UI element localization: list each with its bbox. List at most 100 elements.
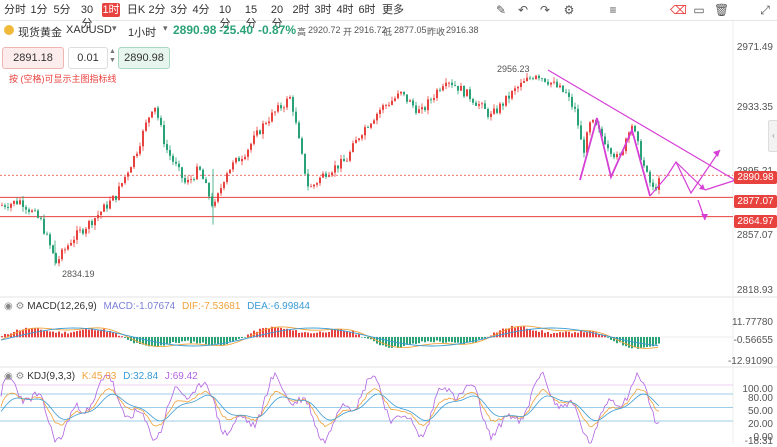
symbol-code[interactable]: XAUUSD (66, 24, 112, 36)
candle-body (34, 210, 36, 211)
candle-body (313, 185, 315, 187)
expand-icon[interactable]: ⤢ (758, 3, 772, 17)
j-label: J: (165, 371, 173, 382)
macd-bar (280, 328, 282, 337)
macd-bar (76, 331, 78, 337)
undo-icon[interactable]: ↶ (516, 3, 530, 17)
candle-body (502, 104, 504, 106)
macd-bar (556, 333, 558, 337)
timeframe-16[interactable]: 更多 (380, 3, 406, 17)
low-annotation: 2834.19 (62, 269, 95, 279)
timeframe-14[interactable]: 4时 (336, 3, 354, 17)
macd-bar (178, 337, 180, 343)
macd-bar (475, 337, 477, 342)
timeframe-11[interactable]: 20分 (266, 3, 288, 17)
period-label[interactable]: 1小时 (128, 24, 156, 40)
candle-body (73, 240, 75, 243)
macd-title[interactable]: MACD(12,26,9) (27, 301, 96, 312)
sell-price-button[interactable]: 2891.18 (2, 47, 64, 69)
timeframe-0[interactable]: 分时 (4, 3, 26, 17)
timeframe-10[interactable]: 15分 (240, 3, 262, 17)
macd-bar (301, 333, 303, 338)
macd-bar (181, 337, 183, 341)
candle-body (580, 125, 582, 139)
settings-icon[interactable]: ⚙ (562, 3, 576, 17)
folder-icon[interactable]: ▭ (692, 3, 706, 17)
trash-icon[interactable]: 🗑 (714, 3, 728, 17)
timeframe-15[interactable]: 6时 (358, 3, 376, 17)
stat-open: 2916.72 (354, 25, 387, 35)
macd-bar (289, 330, 291, 338)
candle-body (496, 109, 498, 113)
kdj-title[interactable]: KDJ(9,3,3) (27, 371, 75, 382)
candle-body (223, 182, 225, 188)
candle-body (214, 202, 216, 206)
timeframe-12[interactable]: 2时 (292, 3, 310, 17)
candle-body (379, 110, 381, 114)
timeframe-2[interactable]: 5分 (52, 3, 72, 17)
period-dropdown-icon[interactable]: ▾ (163, 23, 168, 34)
kdj-eye-icon[interactable]: ◉ (4, 371, 13, 382)
candle-body (343, 159, 345, 161)
price-axis-label: 2971.49 (737, 42, 773, 53)
candle-body (361, 135, 363, 138)
timeframe-6[interactable]: 2分 (148, 3, 166, 17)
candle-body (346, 161, 348, 162)
candle-body (145, 123, 147, 131)
timeframe-5[interactable]: 日K (126, 3, 146, 17)
candle-body (205, 179, 207, 183)
candle-body (589, 122, 591, 132)
lines-icon[interactable]: ≡ (606, 3, 620, 17)
panel-collapse-handle[interactable]: ‹ (768, 120, 777, 152)
macd-bar (355, 335, 357, 338)
macd-bar (643, 337, 645, 347)
timeframe-8[interactable]: 4分 (192, 3, 210, 17)
candle-body (472, 99, 474, 103)
macd-bar (529, 329, 531, 337)
macd-bar (229, 337, 231, 341)
macd-bar (409, 337, 411, 345)
timeframe-7[interactable]: 3分 (170, 3, 188, 17)
price-tag: 2890.98 (734, 171, 777, 184)
symbol-name[interactable]: 现货黄金 (18, 24, 62, 40)
timeframe-3[interactable]: 30分 (76, 3, 98, 17)
candle-body (565, 92, 567, 93)
macd-bar (517, 326, 519, 337)
macd-bar (415, 337, 417, 344)
price-axis-label: 2857.07 (737, 230, 773, 241)
price-tag: 2877.07 (734, 195, 777, 208)
timeframe-9[interactable]: 10分 (214, 3, 236, 17)
macd-bar (448, 337, 450, 342)
timeframe-1[interactable]: 1分 (30, 3, 48, 17)
macd-bar (346, 331, 348, 337)
eraser-icon[interactable]: ⌫ (670, 3, 684, 17)
lot-size-input[interactable]: 0.01 (68, 47, 108, 69)
candle-body (547, 82, 549, 85)
macd-bar (310, 333, 312, 337)
macd-bar (97, 330, 99, 337)
macd-settings-icon[interactable]: ⚙ (16, 301, 25, 312)
candle-body (610, 148, 612, 154)
macd-bar (1, 336, 3, 337)
candle-body (208, 183, 210, 196)
timeframe-4[interactable]: 1时 (102, 3, 120, 17)
symbol-dropdown-icon[interactable]: ▾ (112, 23, 117, 34)
candle-body (439, 90, 441, 91)
candle-body (127, 173, 129, 177)
macd-bar (460, 337, 462, 343)
projection-right (705, 180, 736, 190)
candle-body (118, 186, 120, 200)
kdj-settings-icon[interactable]: ⚙ (16, 371, 25, 382)
lot-stepper[interactable]: ▲▼ (109, 47, 116, 65)
candle-body (130, 167, 132, 173)
buy-price-button[interactable]: 2890.98 (118, 47, 170, 69)
macd-bar (565, 331, 567, 337)
macd-bar (577, 333, 579, 338)
candle-body (295, 112, 297, 123)
redo-icon[interactable]: ↷ (538, 3, 552, 17)
candle-body (148, 117, 150, 122)
pencil-icon[interactable]: ✎ (494, 3, 508, 17)
macd-eye-icon[interactable]: ◉ (4, 301, 13, 312)
timeframe-13[interactable]: 3时 (314, 3, 332, 17)
